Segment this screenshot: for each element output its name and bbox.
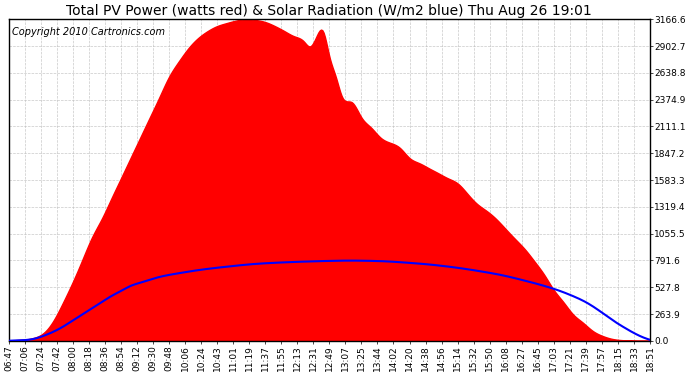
- Text: Copyright 2010 Cartronics.com: Copyright 2010 Cartronics.com: [12, 27, 165, 38]
- Title: Total PV Power (watts red) & Solar Radiation (W/m2 blue) Thu Aug 26 19:01: Total PV Power (watts red) & Solar Radia…: [66, 4, 592, 18]
